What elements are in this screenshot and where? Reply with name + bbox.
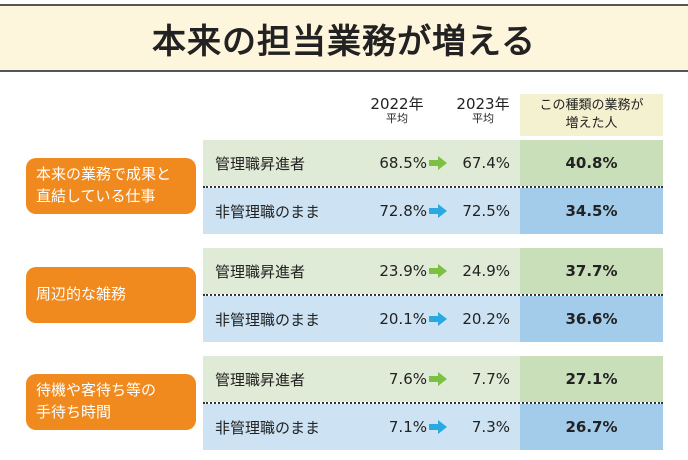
value-2022: 7.1% xyxy=(388,418,427,436)
category-label-line: 周辺的な雑務 xyxy=(36,285,127,304)
value-2023: 20.2% xyxy=(462,310,510,328)
header-2022-sub: 平均 xyxy=(386,112,408,126)
value-increase: 37.7% xyxy=(520,248,663,294)
right-arrow-icon xyxy=(429,264,447,278)
right-arrow-icon xyxy=(429,204,447,218)
table-row: 非管理職のまま 7.1% 7.3% 26.7% xyxy=(203,404,663,450)
row-group-label: 非管理職のまま xyxy=(215,310,321,329)
header-increase: この種類の業務が 増えた人 xyxy=(520,94,663,136)
right-arrow-icon xyxy=(429,420,447,434)
header-2022: 2022年 平均 xyxy=(362,95,432,126)
row-group-label: 管理職昇進者 xyxy=(215,262,306,281)
value-2022: 20.1% xyxy=(379,310,427,328)
value-increase: 27.1% xyxy=(520,356,663,402)
table-row: 管理職昇進者 7.6% 7.7% 27.1% xyxy=(203,356,663,402)
header-increase-line2: 増えた人 xyxy=(565,116,618,131)
value-2022: 72.8% xyxy=(379,202,427,220)
value-2022: 68.5% xyxy=(379,154,427,172)
category-label-line: 待機や客待ち等の xyxy=(36,381,157,400)
table-row: 管理職昇進者 68.5% 67.4% 40.8% xyxy=(203,140,663,186)
category-label-core-work: 本来の業務で成果と 直結している仕事 xyxy=(26,158,196,214)
right-arrow-icon xyxy=(429,156,447,170)
value-increase: 40.8% xyxy=(520,140,663,186)
right-arrow-icon xyxy=(429,312,447,326)
value-2023: 72.5% xyxy=(462,202,510,220)
page-title: 本来の担当業務が増える xyxy=(152,21,536,62)
value-2023: 24.9% xyxy=(462,262,510,280)
header-2023: 2023年 平均 xyxy=(448,95,518,126)
category-label-line: 本来の業務で成果と xyxy=(36,165,172,184)
category-label-miscellaneous: 周辺的な雑務 xyxy=(26,267,196,323)
row-divider xyxy=(203,402,663,404)
header-2022-year: 2022年 xyxy=(370,95,424,113)
table-row: 管理職昇進者 23.9% 24.9% 37.7% xyxy=(203,248,663,294)
row-group-label: 管理職昇進者 xyxy=(215,154,306,173)
value-increase: 26.7% xyxy=(520,404,663,450)
value-2022: 7.6% xyxy=(388,370,427,388)
row-group-label: 非管理職のまま xyxy=(215,418,321,437)
table-row: 非管理職のまま 20.1% 20.2% 36.6% xyxy=(203,296,663,342)
right-arrow-icon xyxy=(429,372,447,386)
row-divider xyxy=(203,186,663,188)
row-group-label: 非管理職のまま xyxy=(215,202,321,221)
value-2022: 23.9% xyxy=(379,262,427,280)
header-2023-sub: 平均 xyxy=(472,112,494,126)
header-increase-line1: この種類の業務が xyxy=(539,98,644,114)
value-2023: 67.4% xyxy=(462,154,510,172)
header-2023-year: 2023年 xyxy=(456,95,510,113)
row-divider xyxy=(203,294,663,296)
row-group-label: 管理職昇進者 xyxy=(215,370,306,389)
value-increase: 34.5% xyxy=(520,188,663,234)
table-row: 非管理職のまま 72.8% 72.5% 34.5% xyxy=(203,188,663,234)
category-label-waiting-time: 待機や客待ち等の 手待ち時間 xyxy=(26,374,196,430)
value-increase: 36.6% xyxy=(520,296,663,342)
value-2023: 7.3% xyxy=(471,418,510,436)
value-2023: 7.7% xyxy=(471,370,510,388)
category-label-line: 直結している仕事 xyxy=(36,187,156,205)
title-band: 本来の担当業務が増える xyxy=(0,4,688,72)
category-label-line: 手待ち時間 xyxy=(36,403,112,421)
